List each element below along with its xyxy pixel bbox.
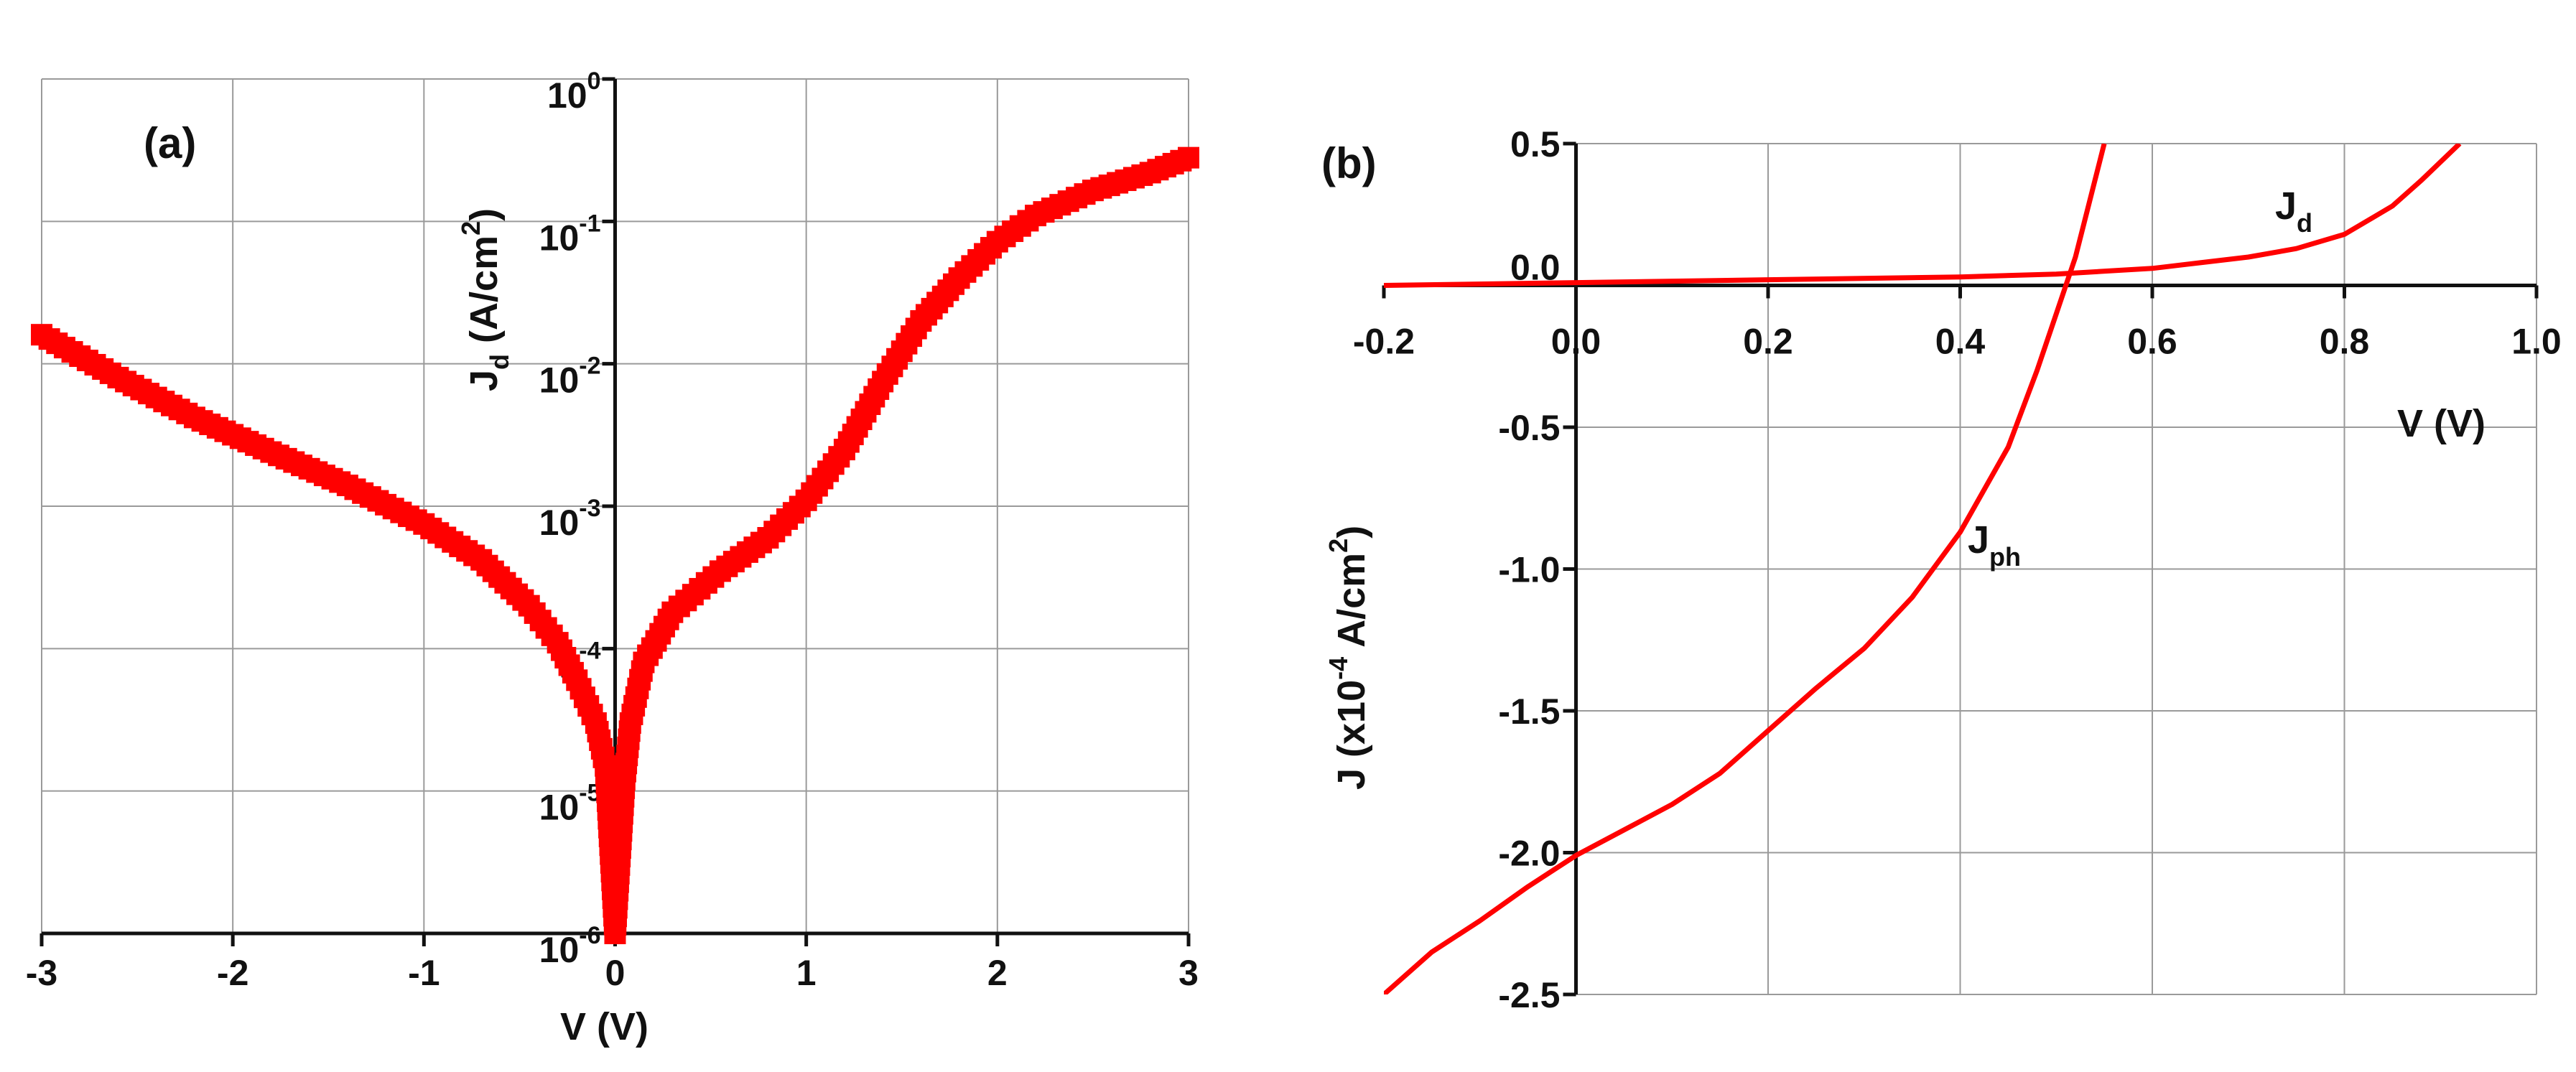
panel-b-x-tick-label: 1.0 <box>2511 322 2562 362</box>
panel-a-y-axis-label: Jd (A/cm2) <box>456 208 514 391</box>
panel-b-y-label-close: ) <box>1330 526 1373 539</box>
panel-a-x-tick-label: -2 <box>217 953 248 993</box>
panel-a-y-tick-label: 10-5 <box>539 780 601 828</box>
panel-b-y-label-main: J (x10 <box>1330 680 1373 790</box>
panel-a-x-axis-label: V (V) <box>560 1005 648 1048</box>
panel-a-y-label-main: J <box>462 370 506 391</box>
panel-a-data-points <box>31 146 1199 944</box>
panel-b-y-tick-label: -2.5 <box>1498 975 1560 1015</box>
panel-a-y-tick-label: 100 <box>547 67 601 116</box>
panel-a-y-tick-label: 10-1 <box>539 210 601 258</box>
panel-b-y-label-unit: A/cm <box>1330 553 1373 657</box>
panel-a-label: (a) <box>144 119 196 167</box>
panel-b-series-label-jph: Jph <box>1968 518 2021 572</box>
panel-a-y-label-sub: d <box>485 354 514 370</box>
panel-a-x-tick-label: 0 <box>605 953 626 993</box>
panel-b-jph-sub: ph <box>1989 542 2021 572</box>
panel-b-y-axis-label: J (x10-4 A/cm2) <box>1324 526 1373 790</box>
panel-b-y-tick-label: -1.0 <box>1498 550 1560 590</box>
panel-b-chart: -0.2 0.0 0.2 0.4 0.6 0.8 1.0 0.5 0.0 -0.5 -1.0 -1.… <box>1321 124 2562 1015</box>
panel-a-x-tick-label: 3 <box>1178 953 1199 993</box>
panel-b-x-tick-label: -0.2 <box>1353 322 1415 362</box>
panel-b-jd-sub: d <box>2297 208 2312 238</box>
panel-b-y-tick-label: -2.0 <box>1498 834 1560 874</box>
panel-a-x-ticks: -3 -2 -1 0 1 2 3 <box>26 933 1199 993</box>
panel-b-x-tick-label: 0.8 <box>2320 322 2370 362</box>
panel-b-grid <box>1576 143 2537 995</box>
panel-b-y-label-sup2: 2 <box>1324 539 1353 553</box>
panel-b-label: (b) <box>1321 139 1377 187</box>
panel-a-x-tick-label: 1 <box>796 953 817 993</box>
panel-b-y-tick-label: 0.5 <box>1510 124 1561 164</box>
panel-b-jd-main: J <box>2275 185 2297 228</box>
panel-a-y-label-unit: (A/cm <box>462 236 506 354</box>
panel-a-y-label-sup: 2 <box>456 221 485 236</box>
panel-b-x-tick-label: 0.6 <box>2127 322 2177 362</box>
panel-b-y-label-sup: -4 <box>1324 657 1353 680</box>
panel-a-y-tick-label: 10-6 <box>539 922 601 970</box>
panel-a-y-tick-label: 10-3 <box>539 495 601 543</box>
panel-b-series-lines <box>1384 144 2462 994</box>
panel-a-y-label-close: ) <box>462 208 506 221</box>
panel-b-y-tick-label: -1.5 <box>1498 691 1560 732</box>
panel-b-y-tick-label: -0.5 <box>1498 408 1560 448</box>
panel-b-line-jd <box>1384 144 2462 288</box>
panel-b-x-tick-label: 0.0 <box>1551 322 1601 362</box>
panel-b-x-tick-label: 0.2 <box>1743 322 1793 362</box>
panel-b-x-axis-label: V (V) <box>2397 402 2486 445</box>
panel-b-jph-main: J <box>1968 518 1989 561</box>
panel-b-x-tick-label: 0.4 <box>1935 322 1986 362</box>
panel-b-line-jph <box>1384 144 2107 994</box>
panel-b-x-ticks: -0.2 0.0 0.2 0.4 0.6 0.8 1.0 <box>1353 285 2562 362</box>
panel-a-x-tick-label: -1 <box>408 953 440 993</box>
panel-a-x-tick-label: -3 <box>26 953 57 993</box>
panel-b-series-label-jd: Jd <box>2275 185 2312 238</box>
panel-a-y-tick-label: 10-2 <box>539 353 601 401</box>
panel-a-x-tick-label: 2 <box>987 953 1008 993</box>
panel-a-data-point <box>1178 146 1199 169</box>
